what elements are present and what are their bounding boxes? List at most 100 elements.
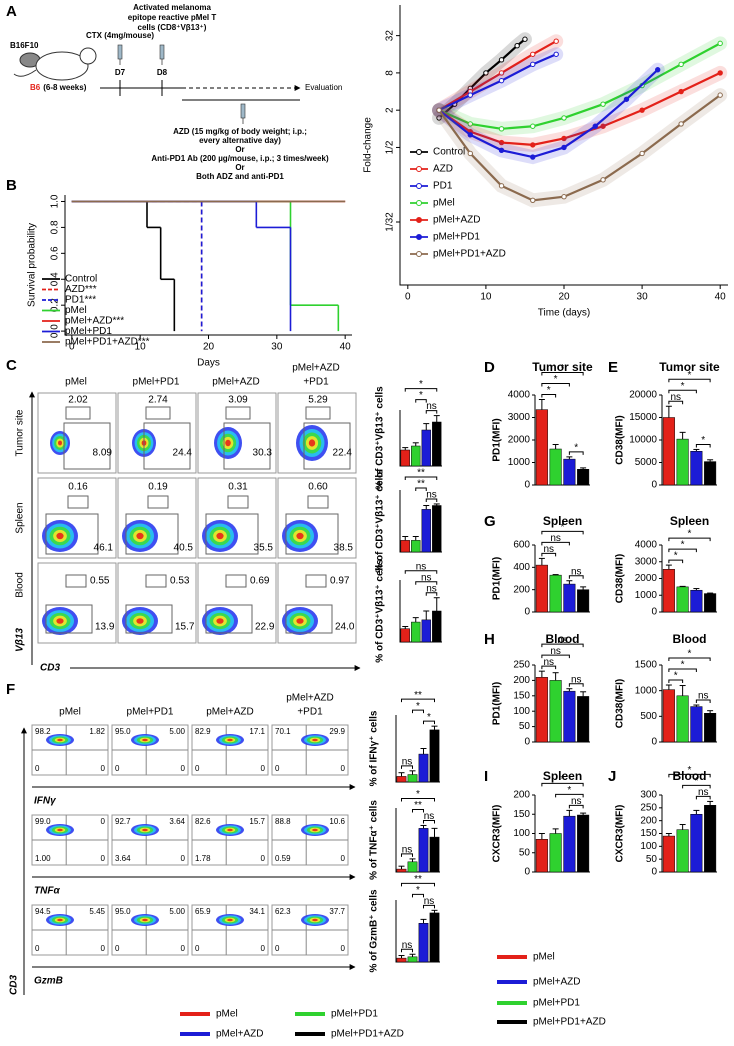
- y-axis-label: CD38(MFI): [615, 679, 626, 728]
- panel-label: A: [6, 3, 17, 20]
- gate: [125, 513, 179, 555]
- significance-label: *: [688, 370, 692, 381]
- gate-percent: 13.9: [95, 622, 115, 633]
- significance-bracket: [425, 592, 438, 596]
- chart-title: Spleen: [670, 514, 709, 528]
- significance-bracket: [668, 548, 697, 553]
- bar: [396, 957, 407, 963]
- density-contour: [57, 828, 63, 832]
- significance-bracket: [682, 784, 711, 789]
- y-tick-label: 200: [513, 675, 530, 686]
- data-point: [553, 38, 559, 44]
- column-header: pMel: [65, 377, 87, 388]
- panel-label: I: [484, 768, 488, 785]
- significance-label: *: [674, 671, 678, 682]
- bar: [407, 774, 418, 783]
- significance-label: ns: [416, 561, 427, 572]
- quadrant-percent: 0: [101, 764, 106, 773]
- significance-bracket: [412, 893, 424, 898]
- quadrant-percent: 92.7: [115, 817, 131, 826]
- bar: [690, 706, 703, 743]
- quadrant-percent: 5.45: [89, 907, 105, 916]
- quadrant-percent: 0: [275, 944, 280, 953]
- legend-label: pMel: [216, 1009, 238, 1020]
- y-axis-label: PD1(MFI): [492, 682, 503, 725]
- y-tick-label: 50: [519, 721, 531, 732]
- y-axis-label: CD38(MFI): [615, 415, 626, 464]
- y-tick-label: 100: [513, 706, 530, 717]
- y-tick-label: 0: [651, 480, 657, 491]
- y-tick-label: 250: [640, 802, 657, 813]
- row-marker: IFNγ: [34, 796, 57, 807]
- legend-marker: [416, 217, 422, 223]
- y-tick-label: 50: [646, 854, 658, 865]
- column-header: pMel: [59, 707, 81, 718]
- significance-label: *: [681, 381, 685, 392]
- gate: [227, 495, 249, 509]
- gate: [225, 574, 247, 588]
- quadrant-percent: 29.9: [329, 727, 345, 736]
- density-contour: [136, 618, 144, 624]
- density-contour: [227, 828, 233, 832]
- bar: [535, 839, 548, 873]
- data-point: [561, 144, 567, 151]
- gate: [45, 513, 99, 555]
- y-tick-label: 0: [524, 867, 530, 878]
- fit-line: [438, 68, 659, 159]
- legend-label: PD1***: [65, 295, 96, 306]
- column-header: pMel+PD1: [127, 707, 174, 718]
- y-tick-label: 50: [519, 847, 531, 858]
- bar: [704, 805, 717, 873]
- significance-label: *: [681, 660, 685, 671]
- quadrant-percent: 0.59: [275, 854, 291, 863]
- legend-swatch: [497, 1020, 527, 1024]
- y-tick-label: 20000: [629, 390, 657, 401]
- data-point: [530, 197, 536, 204]
- bar: [400, 628, 410, 643]
- significance-bracket: [568, 575, 584, 579]
- y-axis-label: PD1(MFI): [492, 557, 503, 600]
- significance-label: *: [688, 649, 692, 660]
- bar: [563, 690, 576, 743]
- evaluation: Evaluation: [305, 83, 342, 92]
- bar: [563, 583, 576, 613]
- bar: [549, 448, 562, 486]
- quadrant-percent: 0: [115, 944, 120, 953]
- significance-label: ns: [571, 674, 582, 685]
- significance-bracket: [568, 683, 584, 687]
- quadrant-percent: 98.2: [35, 727, 51, 736]
- gate-percent: 46.1: [94, 543, 114, 554]
- y-tick-label: 200: [513, 584, 530, 595]
- quadrant-percent: 37.7: [329, 907, 345, 916]
- y-tick-label: 4000: [635, 540, 658, 551]
- legend-label: pMel+AZD***: [65, 316, 124, 327]
- y-axis-label: Survival probability: [27, 223, 38, 307]
- data-point: [530, 123, 536, 129]
- data-point: [498, 77, 505, 84]
- significance-bracket: [404, 476, 438, 480]
- x-axis-label: Time (days): [538, 308, 590, 319]
- bar: [662, 569, 675, 613]
- gate-percent: 2.74: [148, 395, 168, 406]
- quadrant-percent: 0: [181, 764, 186, 773]
- bar: [396, 776, 407, 783]
- significance-bracket: [541, 654, 570, 659]
- quadrant-percent: 65.9: [195, 907, 211, 916]
- gate-percent: 2.02: [68, 395, 88, 406]
- bar: [676, 829, 689, 873]
- significance-bracket: [668, 537, 711, 542]
- quadrant-percent: 62.3: [275, 907, 291, 916]
- bar: [407, 861, 418, 873]
- bar: [421, 509, 431, 553]
- column-header: pMel+AZD: [292, 363, 340, 374]
- significance-bracket: [423, 819, 435, 824]
- significance-bracket: [568, 804, 584, 809]
- bar: [704, 461, 717, 486]
- significance-label: ns: [698, 691, 709, 702]
- data-point: [436, 115, 442, 121]
- significance-bracket: [695, 699, 711, 704]
- quadrant-percent: 0: [341, 944, 346, 953]
- row-marker: GzmB: [34, 976, 63, 987]
- bar: [432, 421, 442, 467]
- y-tick-label: 1500: [635, 660, 658, 671]
